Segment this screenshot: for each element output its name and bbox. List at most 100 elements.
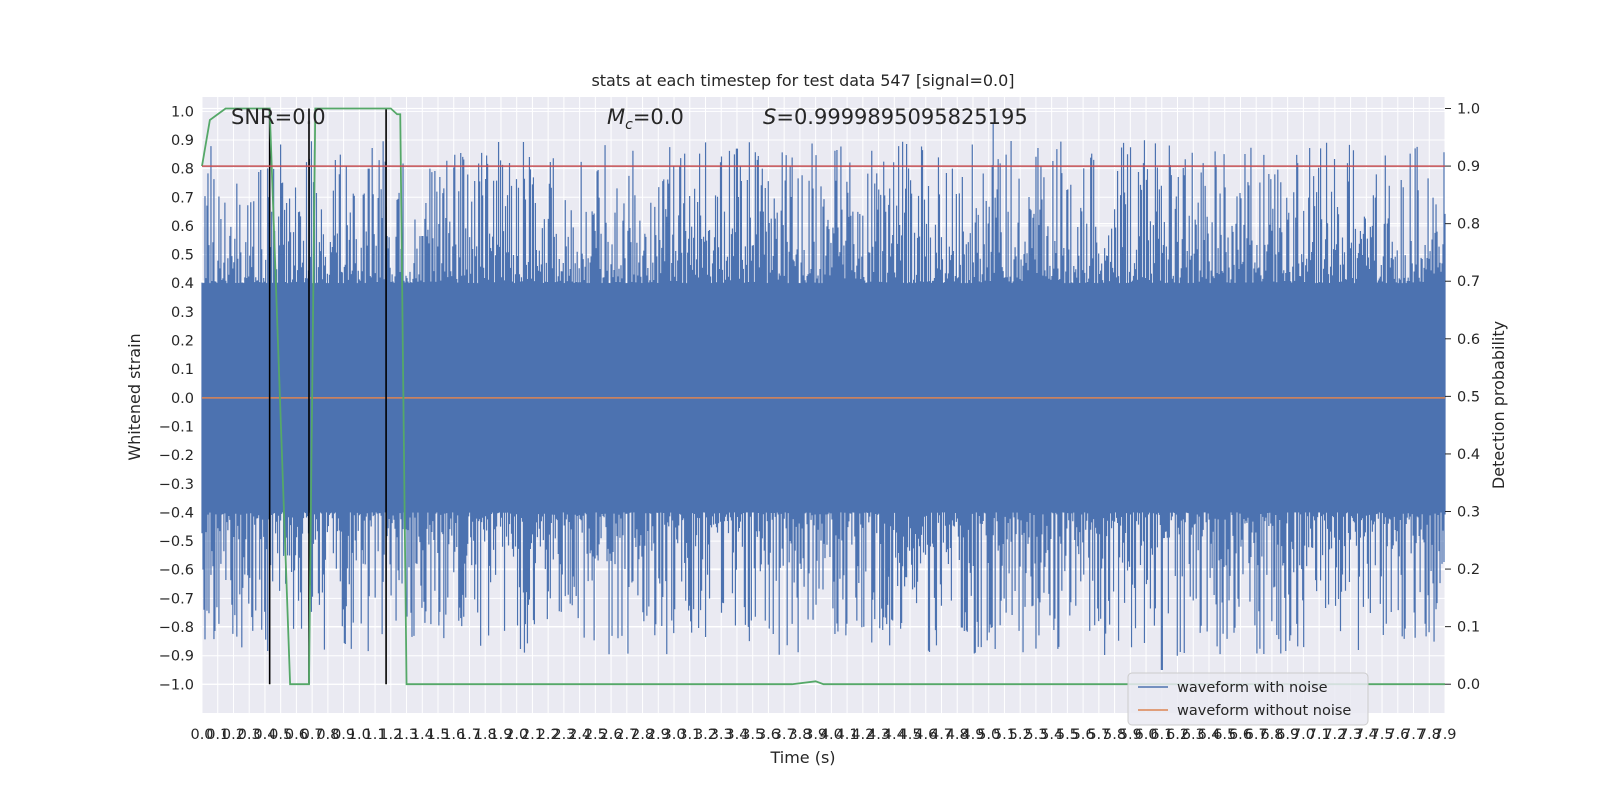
x-tick-53: 5.3 bbox=[1024, 727, 1047, 743]
x-tick-21: 2.1 bbox=[521, 727, 544, 743]
x-tick-30: 3.0 bbox=[662, 727, 685, 743]
x-tick-13: 1.3 bbox=[395, 727, 418, 743]
x-tick-77: 7.7 bbox=[1402, 727, 1425, 743]
x-tick-45: 4.5 bbox=[899, 727, 922, 743]
legend-label-clean: waveform without noise bbox=[1177, 703, 1351, 719]
chart-title: stats at each timestep for test data 547… bbox=[591, 71, 1014, 90]
snr-annotation: SNR=0.0 bbox=[231, 105, 326, 129]
detection-probability-line bbox=[201, 107, 1445, 686]
x-tick-48: 4.8 bbox=[946, 727, 969, 743]
y-tick-right-2: 0.8 bbox=[1457, 217, 1480, 233]
x-tick-49: 4.9 bbox=[961, 727, 984, 743]
s-value: =0.9999895095825195 bbox=[776, 105, 1027, 129]
y-tick-right-3: 0.7 bbox=[1457, 274, 1480, 290]
x-tick-47: 4.7 bbox=[930, 727, 953, 743]
x-tick-3: 0.3 bbox=[238, 727, 261, 743]
y-tick-left-16: −0.6 bbox=[159, 563, 194, 579]
x-tick-39: 3.9 bbox=[804, 727, 827, 743]
x-tick-9: 0.9 bbox=[332, 727, 355, 743]
marker-lines bbox=[268, 108, 387, 685]
legend-label-noise: waveform with noise bbox=[1177, 680, 1328, 696]
x-tick-55: 5.5 bbox=[1056, 727, 1079, 743]
y-tick-left-2: 0.8 bbox=[171, 162, 194, 178]
y-tick-right-6: 0.4 bbox=[1457, 447, 1480, 463]
x-tick-1: 0.1 bbox=[206, 727, 229, 743]
x-tick-34: 3.4 bbox=[725, 727, 748, 743]
x-tick-32: 3.2 bbox=[694, 727, 717, 743]
x-tick-56: 5.6 bbox=[1072, 727, 1095, 743]
mc-annotation: Mc=0.0 bbox=[607, 105, 684, 133]
x-tick-7: 0.7 bbox=[301, 727, 324, 743]
legend-box bbox=[1127, 672, 1369, 726]
y-tick-left-3: 0.7 bbox=[171, 190, 194, 206]
mc-value: =0.0 bbox=[633, 105, 684, 129]
x-tick-63: 6.3 bbox=[1182, 727, 1205, 743]
x-tick-54: 5.4 bbox=[1040, 727, 1063, 743]
x-tick-70: 7.0 bbox=[1292, 727, 1315, 743]
x-tick-0: 0.0 bbox=[190, 727, 213, 743]
x-ticks: 0.00.10.20.30.40.50.60.70.80.91.01.11.21… bbox=[190, 727, 1456, 743]
x-tick-40: 4.0 bbox=[820, 727, 843, 743]
y-tick-right-8: 0.2 bbox=[1457, 562, 1480, 578]
x-tick-15: 1.5 bbox=[426, 727, 449, 743]
x-tick-17: 1.7 bbox=[458, 727, 481, 743]
y-tick-left-9: 0.1 bbox=[171, 362, 194, 378]
y-axis-label-left: Whitened strain bbox=[125, 333, 144, 460]
mc-subscript: c bbox=[625, 117, 633, 133]
y-tick-left-11: −0.1 bbox=[159, 419, 194, 435]
x-tick-61: 6.1 bbox=[1150, 727, 1173, 743]
mc-symbol: M bbox=[607, 105, 625, 129]
y-tick-left-5: 0.5 bbox=[171, 248, 194, 264]
x-tick-71: 7.1 bbox=[1308, 727, 1331, 743]
x-tick-35: 3.5 bbox=[741, 727, 764, 743]
x-tick-20: 2.0 bbox=[505, 727, 528, 743]
x-tick-44: 4.4 bbox=[883, 727, 906, 743]
x-tick-28: 2.8 bbox=[631, 727, 654, 743]
y-ticks-right: 1.0 0.9 0.8 0.7 0.6 0.5 0.4 0.3 0.2 0.1 0.0 bbox=[1445, 102, 1480, 693]
x-tick-57: 5.7 bbox=[1087, 727, 1110, 743]
y-tick-right-5: 0.5 bbox=[1457, 389, 1480, 405]
y-tick-right-7: 0.3 bbox=[1457, 505, 1480, 521]
s-annotation: S=0.9999895095825195 bbox=[763, 105, 1028, 129]
y-tick-left-6: 0.4 bbox=[171, 276, 194, 292]
x-tick-78: 7.8 bbox=[1418, 727, 1441, 743]
x-tick-37: 3.7 bbox=[773, 727, 796, 743]
x-tick-52: 5.2 bbox=[1009, 727, 1032, 743]
y-tick-left-1: 0.9 bbox=[171, 133, 194, 149]
y-tick-right-10: 0.0 bbox=[1457, 677, 1480, 693]
x-tick-16: 1.6 bbox=[442, 727, 465, 743]
s-symbol: S bbox=[763, 105, 776, 129]
x-tick-51: 5.1 bbox=[993, 727, 1016, 743]
x-tick-10: 1.0 bbox=[348, 727, 371, 743]
x-tick-2: 0.2 bbox=[222, 727, 245, 743]
x-tick-73: 7.3 bbox=[1339, 727, 1362, 743]
series-detection-probability bbox=[201, 107, 1445, 686]
noise-waveform-path bbox=[201, 122, 1446, 671]
y-tick-left-13: −0.3 bbox=[159, 477, 194, 493]
x-tick-27: 2.7 bbox=[615, 727, 638, 743]
x-tick-29: 2.9 bbox=[647, 727, 670, 743]
x-tick-72: 7.2 bbox=[1323, 727, 1346, 743]
x-tick-8: 0.8 bbox=[316, 727, 339, 743]
x-tick-12: 1.2 bbox=[379, 727, 402, 743]
x-tick-66: 6.6 bbox=[1229, 727, 1252, 743]
x-tick-59: 5.9 bbox=[1119, 727, 1142, 743]
x-tick-26: 2.6 bbox=[600, 727, 623, 743]
x-tick-68: 6.8 bbox=[1260, 727, 1283, 743]
x-tick-23: 2.3 bbox=[552, 727, 575, 743]
y-tick-left-8: 0.2 bbox=[171, 334, 194, 350]
x-tick-18: 1.8 bbox=[474, 727, 497, 743]
x-tick-14: 1.4 bbox=[411, 727, 434, 743]
x-tick-25: 2.5 bbox=[584, 727, 607, 743]
x-tick-65: 6.5 bbox=[1213, 727, 1236, 743]
y-axis-label-right: Detection probability bbox=[1489, 321, 1508, 489]
x-tick-31: 3.1 bbox=[678, 727, 701, 743]
x-tick-24: 2.4 bbox=[568, 727, 591, 743]
x-tick-60: 6.0 bbox=[1135, 727, 1158, 743]
legend: waveform with noise waveform without noi… bbox=[1127, 672, 1369, 726]
y-tick-left-7: 0.3 bbox=[171, 305, 194, 321]
y-tick-left-15: −0.5 bbox=[159, 534, 194, 550]
x-tick-36: 3.6 bbox=[757, 727, 780, 743]
x-tick-58: 5.8 bbox=[1103, 727, 1126, 743]
